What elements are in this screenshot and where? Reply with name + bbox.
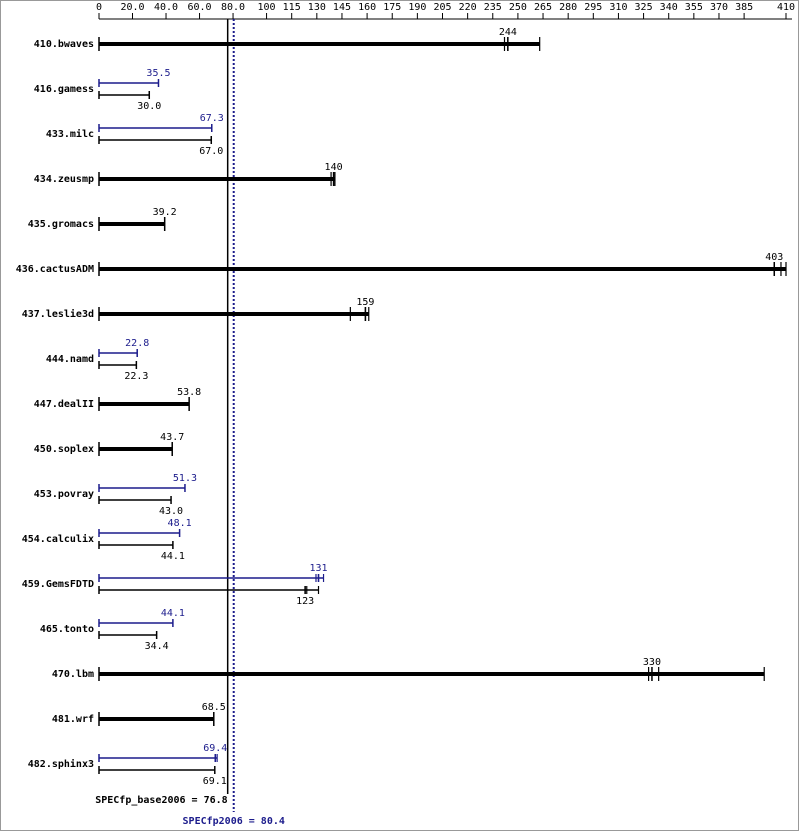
value-label: 35.5	[146, 68, 170, 79]
category-label: 465.tonto	[40, 624, 94, 635]
value-label: 34.4	[145, 641, 169, 652]
x-tick-label: 385	[735, 2, 753, 13]
value-label: 44.1	[161, 551, 185, 562]
value-label: 68.5	[202, 702, 226, 713]
x-tick-label: 340	[660, 2, 678, 13]
x-tick-label: 370	[710, 2, 728, 13]
category-label: 447.dealII	[34, 399, 94, 410]
value-label: 330	[643, 657, 661, 668]
x-tick-label: 40.0	[154, 2, 178, 13]
x-tick-label: 295	[584, 2, 602, 13]
value-label: 159	[356, 297, 374, 308]
value-label: 39.2	[153, 207, 177, 218]
x-tick-label: 80.0	[221, 2, 245, 13]
value-label: 43.0	[159, 506, 183, 517]
value-label: 43.7	[160, 432, 184, 443]
category-label: 481.wrf	[52, 714, 94, 725]
value-label: 123	[296, 596, 314, 607]
x-tick-label: 410	[777, 2, 795, 13]
x-tick-label: 265	[534, 2, 552, 13]
value-label: 22.3	[124, 371, 148, 382]
value-label: 53.8	[177, 387, 201, 398]
value-label: 22.8	[125, 338, 149, 349]
value-label: 403	[765, 252, 783, 263]
x-tick-label: 220	[459, 2, 477, 13]
category-label: 433.milc	[46, 128, 94, 140]
reference-label: SPECfp2006 = 80.4	[183, 816, 285, 827]
category-label: 436.cactusADM	[16, 264, 94, 275]
x-tick-label: 145	[333, 2, 351, 13]
value-label: 69.4	[203, 743, 227, 754]
category-label: 454.calculix	[22, 533, 94, 545]
value-label: 131	[309, 563, 327, 574]
category-label: 444.namd	[46, 354, 94, 365]
x-tick-label: 175	[383, 2, 401, 13]
x-tick-label: 130	[308, 2, 326, 13]
category-label: 416.gamess	[34, 84, 94, 95]
category-label: 450.soplex	[34, 444, 94, 455]
x-tick-label: 280	[559, 2, 577, 13]
value-label: 244	[499, 27, 517, 38]
x-tick-label: 20.0	[120, 2, 144, 13]
reference-label: SPECfp_base2006 = 76.8	[95, 795, 227, 806]
category-label: 434.zeusmp	[34, 174, 94, 185]
x-tick-label: 0	[96, 2, 102, 13]
value-label: 69.1	[203, 776, 227, 787]
value-label: 51.3	[173, 473, 197, 484]
value-label: 140	[325, 162, 343, 173]
category-label: 435.gromacs	[28, 219, 94, 230]
category-label: 470.lbm	[52, 669, 94, 680]
category-label: 410.bwaves	[34, 39, 94, 50]
category-label: 459.GemsFDTD	[22, 579, 94, 590]
x-tick-label: 160	[358, 2, 376, 13]
value-label: 44.1	[161, 608, 185, 619]
x-tick-label: 355	[685, 2, 703, 13]
value-label: 67.3	[200, 113, 224, 124]
x-tick-label: 190	[408, 2, 426, 13]
x-tick-label: 310	[609, 2, 627, 13]
value-label: 67.0	[199, 146, 223, 157]
x-tick-label: 250	[509, 2, 527, 13]
x-tick-label: 115	[283, 2, 301, 13]
x-tick-label: 235	[484, 2, 502, 13]
x-tick-label: 325	[635, 2, 653, 13]
x-tick-label: 205	[433, 2, 451, 13]
category-label: 482.sphinx3	[28, 758, 94, 770]
value-label: 48.1	[168, 518, 192, 529]
x-tick-label: 60.0	[187, 2, 211, 13]
category-label: 437.leslie3d	[22, 308, 94, 320]
category-label: 453.povray	[34, 489, 94, 500]
value-label: 30.0	[137, 101, 161, 112]
x-tick-label: 100	[258, 2, 276, 13]
